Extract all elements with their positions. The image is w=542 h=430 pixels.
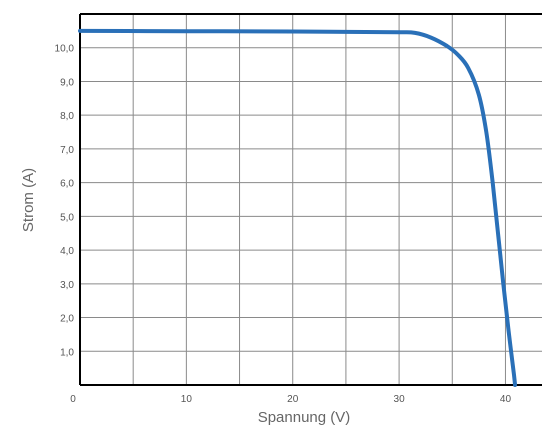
y-axis-label: Strom (A) (20, 168, 37, 232)
x-tick-labels: 0 10 20 30 40 (70, 394, 511, 405)
series-layer (78, 28, 517, 387)
y-tick-label: 9,0 (60, 77, 74, 88)
y-tick-labels: 1,0 2,0 3,0 4,0 5,0 6,0 7,0 8,0 9,0 10,0 (55, 44, 75, 359)
y-tick-label: 8,0 (60, 111, 74, 122)
y-tick-label: 5,0 (60, 212, 74, 223)
x-tick-label: 0 (70, 394, 76, 405)
grid (80, 14, 542, 385)
y-tick-label: 4,0 (60, 246, 74, 257)
x-tick-label: 10 (181, 394, 193, 405)
x-tick-label: 20 (287, 394, 299, 405)
y-tick-label: 7,0 (60, 145, 74, 156)
plot-frame (79, 13, 542, 386)
y-tick-label: 6,0 (60, 179, 74, 190)
y-tick-label: 2,0 (60, 314, 74, 325)
y-tick-label: 1,0 (60, 347, 74, 358)
y-tick-label: 10,0 (55, 44, 75, 55)
x-tick-label: 40 (500, 394, 512, 405)
x-axis-label: Spannung (V) (258, 409, 351, 426)
iv-curve-line (78, 28, 517, 387)
y-tick-label: 3,0 (60, 280, 74, 291)
x-tick-label: 30 (394, 394, 406, 405)
